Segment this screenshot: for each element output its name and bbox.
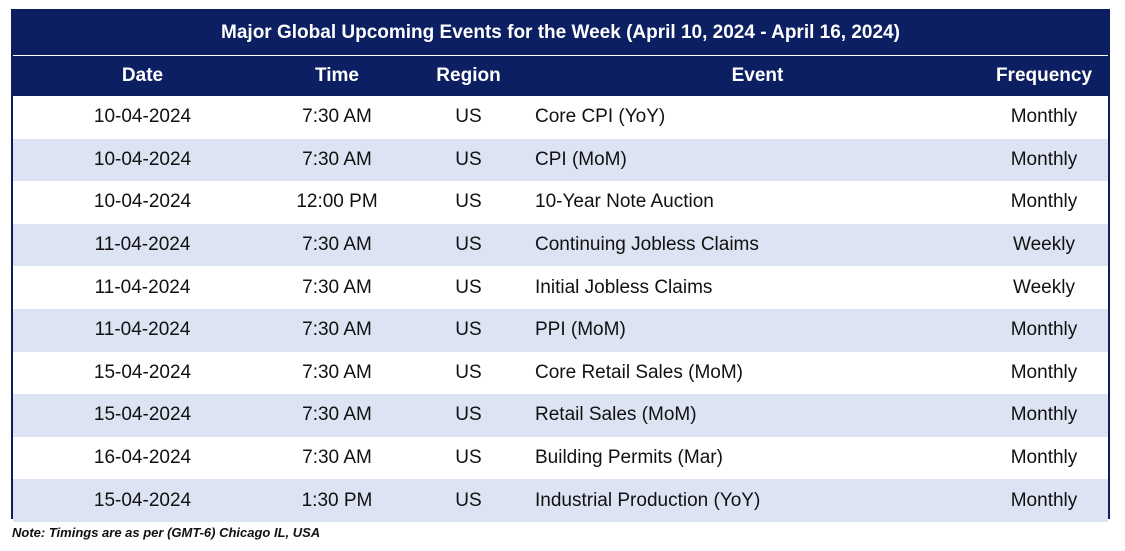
cell-time: 7:30 AM	[302, 404, 372, 426]
cell-event: CPI (MoM)	[535, 148, 627, 170]
cell-date: 15-04-2024	[93, 361, 192, 383]
table-row: 15-04-2024 7:30 AM US Retail Sales (MoM)…	[13, 394, 1108, 437]
table-row: 15-04-2024 1:30 PM US Industrial Product…	[13, 479, 1108, 522]
table-row: 11-04-2024 7:30 AM US PPI (MoM) Monthly	[13, 308, 1108, 352]
cell-frequency: Monthly	[1010, 191, 1078, 213]
cell-event: Industrial Production (YoY)	[535, 489, 761, 511]
cell-region: US	[455, 191, 482, 213]
cell-date: 11-04-2024	[94, 276, 191, 298]
cell-event: Building Permits (Mar)	[535, 447, 723, 469]
cell-region: US	[455, 106, 482, 128]
events-table: Major Global Upcoming Events for the Wee…	[11, 9, 1110, 522]
column-header-date: Date	[121, 65, 164, 86]
cell-event: Initial Jobless Claims	[535, 276, 713, 298]
cell-event: 10-Year Note Auction	[535, 191, 714, 213]
table-row: 15-04-2024 7:30 AM US Core Retail Sales …	[13, 352, 1108, 395]
column-header-event: Event	[731, 65, 784, 86]
cell-region: US	[455, 319, 482, 341]
cell-region: US	[455, 489, 482, 511]
timing-note: Note: Timings are as per (GMT-6) Chicago…	[12, 525, 321, 540]
cell-region: US	[455, 234, 482, 256]
table-row: 11-04-2024 7:30 AM US Initial Jobless Cl…	[13, 266, 1108, 309]
cell-date: 11-04-2024	[94, 319, 191, 341]
cell-time: 7:30 AM	[302, 319, 372, 341]
cell-frequency: Monthly	[1010, 106, 1078, 128]
cell-frequency: Monthly	[1010, 319, 1078, 341]
table-row: 10-04-2024 12:00 PM US 10-Year Note Auct…	[13, 181, 1108, 224]
table-header-row: Date Time Region Event Frequency	[13, 56, 1108, 96]
cell-region: US	[455, 447, 482, 469]
cell-date: 16-04-2024	[93, 447, 192, 469]
cell-region: US	[455, 148, 482, 170]
cell-time: 7:30 AM	[302, 361, 372, 383]
column-header-region: Region	[436, 65, 501, 86]
cell-time: 1:30 PM	[301, 489, 373, 511]
cell-time: 7:30 AM	[302, 447, 372, 469]
cell-time: 7:30 AM	[302, 234, 372, 256]
cell-date: 15-04-2024	[93, 404, 192, 426]
cell-frequency: Monthly	[1010, 361, 1078, 383]
cell-region: US	[455, 404, 482, 426]
cell-frequency: Weekly	[1013, 276, 1075, 298]
cell-time: 7:30 AM	[302, 148, 372, 170]
cell-event: Continuing Jobless Claims	[535, 234, 759, 256]
column-header-time: Time	[314, 65, 359, 86]
cell-time: 7:30 AM	[302, 106, 372, 128]
table-row: 10-04-2024 7:30 AM US Core CPI (YoY) Mon…	[13, 96, 1108, 139]
cell-date: 10-04-2024	[93, 106, 192, 128]
cell-event: Core CPI (YoY)	[535, 106, 666, 128]
cell-frequency: Weekly	[1013, 234, 1075, 256]
cell-frequency: Monthly	[1010, 404, 1078, 426]
cell-frequency: Monthly	[1010, 148, 1078, 170]
table-row: 10-04-2024 7:30 AM US CPI (MoM) Monthly	[13, 138, 1108, 182]
cell-date: 10-04-2024	[93, 148, 192, 170]
cell-event: Core Retail Sales (MoM)	[535, 361, 743, 383]
table-row: 11-04-2024 7:30 AM US Continuing Jobless…	[13, 223, 1108, 267]
cell-time: 7:30 AM	[302, 276, 372, 298]
cell-frequency: Monthly	[1010, 489, 1078, 511]
cell-frequency: Monthly	[1010, 447, 1078, 469]
cell-time: 12:00 PM	[296, 191, 378, 213]
cell-region: US	[455, 276, 482, 298]
cell-date: 15-04-2024	[93, 489, 192, 511]
cell-event: PPI (MoM)	[535, 319, 626, 341]
cell-event: Retail Sales (MoM)	[535, 404, 697, 426]
cell-date: 10-04-2024	[93, 191, 192, 213]
table-title: Major Global Upcoming Events for the Wee…	[13, 11, 1108, 56]
column-header-frequency: Frequency	[995, 65, 1093, 86]
cell-region: US	[455, 361, 482, 383]
cell-date: 11-04-2024	[94, 234, 191, 256]
table-row: 16-04-2024 7:30 AM US Building Permits (…	[13, 437, 1108, 480]
